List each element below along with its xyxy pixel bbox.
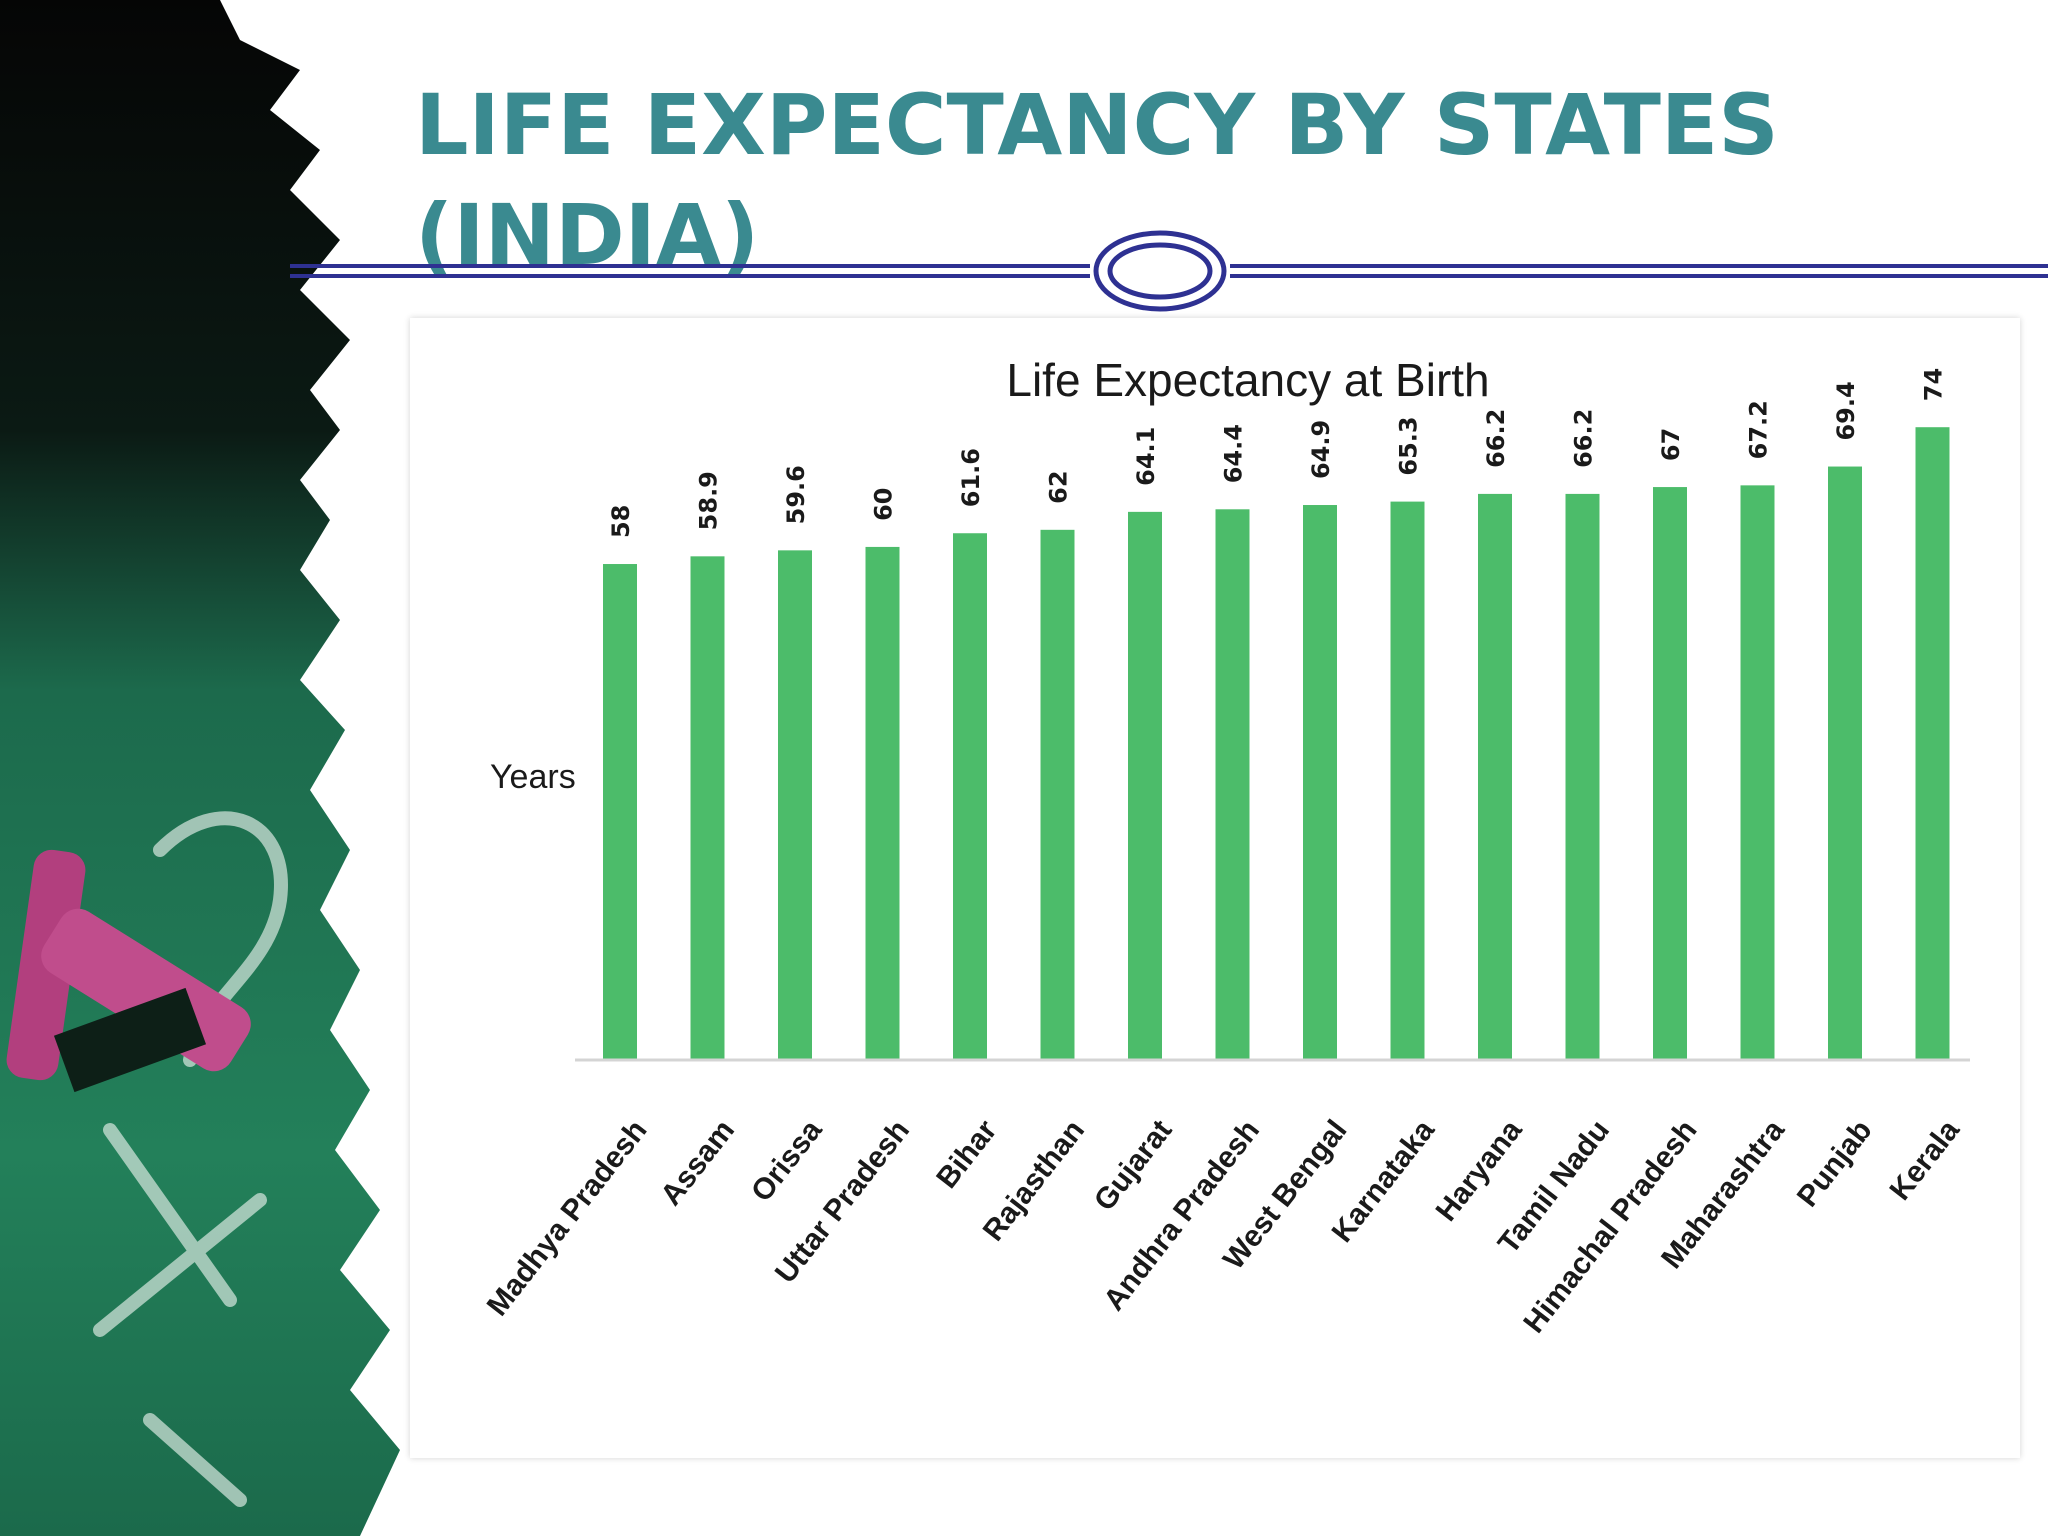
bar: [1128, 511, 1162, 1061]
chalkboard-decoration: [0, 0, 400, 1536]
pink-chalk-stick: [6, 849, 251, 1093]
slide-title-line1: LIFE EXPECTANCY BY STATES: [415, 76, 1779, 174]
title-divider: [290, 230, 2048, 312]
bar-value-label: 66.2: [1570, 409, 1598, 468]
bar-value-label: 62: [1045, 470, 1073, 503]
category-label: Madhya Pradesh: [481, 1114, 654, 1322]
category-label: Kerala: [1884, 1114, 1967, 1207]
chart-panel: Life Expectancy at Birth Years 58 58.9 59.…: [410, 318, 2020, 1458]
bars-group: [603, 427, 1950, 1061]
bar-value-label: 74: [1920, 368, 1948, 401]
bar: [1303, 505, 1337, 1060]
bar: [1828, 466, 1862, 1060]
bar: [1653, 487, 1687, 1060]
bar-value-label: 64.9: [1307, 420, 1335, 479]
bar: [690, 556, 725, 1060]
y-axis-label: Years: [490, 758, 576, 796]
bar-value-label: 61.6: [957, 448, 985, 507]
bar-value-label: 64.4: [1220, 424, 1248, 483]
bar-value-label: 67.2: [1745, 400, 1773, 459]
bar-value-label: 64.1: [1132, 427, 1160, 486]
value-labels-group: 58 58.9 59.6 60 61.6 62 64.1 64.4 64.9 65.3 66.2 66…: [607, 368, 1948, 538]
bar: [1215, 509, 1250, 1060]
chalkboard-shape: [0, 0, 400, 1536]
bar: [1040, 529, 1075, 1060]
bar-value-label: 66.2: [1482, 409, 1510, 468]
category-label: Gujarat: [1088, 1114, 1179, 1217]
category-label: Orissa: [745, 1114, 829, 1208]
bar: [953, 533, 987, 1060]
bar: [1740, 485, 1775, 1060]
category-label: Bihar: [930, 1114, 1003, 1195]
bar: [1478, 493, 1512, 1060]
bar-chart: Life Expectancy at Birth Years 58 58.9 59.…: [481, 354, 1970, 1340]
bar-value-label: 69.4: [1832, 381, 1860, 440]
category-label: Punjab: [1791, 1114, 1879, 1213]
bar: [778, 550, 812, 1060]
bar-value-label: 58.9: [695, 471, 723, 530]
category-label: Assam: [654, 1114, 741, 1212]
chalk-scribble: [93, 811, 288, 1507]
bar-value-label: 58: [607, 505, 635, 538]
category-label: Andhra Pradesh: [1097, 1114, 1266, 1317]
bar: [1390, 501, 1425, 1060]
bar: [603, 564, 637, 1060]
category-label: Himachal Pradesh: [1517, 1114, 1703, 1339]
bar-value-label: 59.6: [782, 465, 810, 524]
bar-value-label: 65.3: [1395, 416, 1423, 475]
divider-ornament: [1093, 230, 1227, 312]
bar: [1915, 427, 1950, 1060]
bar: [1565, 493, 1600, 1060]
bar: [865, 546, 900, 1060]
bar-value-label: 60: [870, 488, 898, 521]
bar-value-label: 67: [1657, 428, 1685, 461]
chart-title: Life Expectancy at Birth: [1006, 354, 1489, 406]
